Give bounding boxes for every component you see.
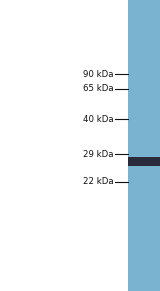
- Text: 29 kDa: 29 kDa: [83, 150, 114, 159]
- Bar: [128, 0, 160, 291]
- Text: 40 kDa: 40 kDa: [83, 115, 114, 124]
- Text: 65 kDa: 65 kDa: [83, 84, 114, 93]
- Text: 90 kDa: 90 kDa: [83, 70, 114, 79]
- Text: 22 kDa: 22 kDa: [83, 178, 114, 186]
- Bar: [128, 157, 160, 166]
